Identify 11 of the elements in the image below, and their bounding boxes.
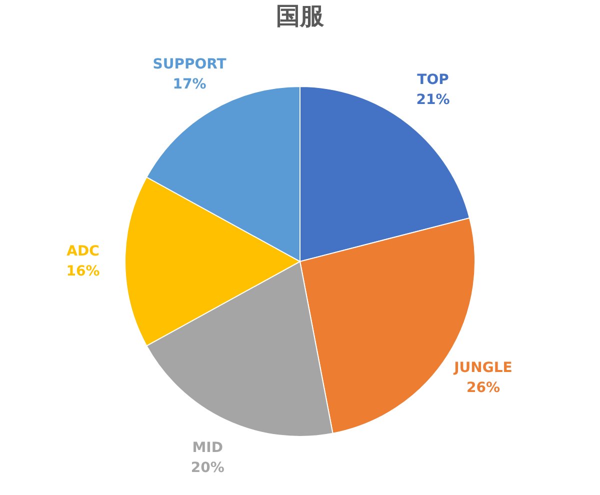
data-label: 26%: [466, 380, 500, 396]
chart-title: 国服: [276, 3, 325, 30]
slice-label: MID: [192, 440, 223, 456]
data-label: 20%: [190, 460, 224, 476]
slice-label: TOP: [417, 72, 449, 88]
slice-label: SUPPORT: [152, 56, 227, 73]
data-label: 21%: [416, 92, 450, 108]
data-label: 16%: [66, 264, 100, 280]
slice-label: ADC: [66, 244, 100, 260]
slice-label: JUNGLE: [453, 360, 512, 376]
data-label: 17%: [172, 76, 206, 93]
